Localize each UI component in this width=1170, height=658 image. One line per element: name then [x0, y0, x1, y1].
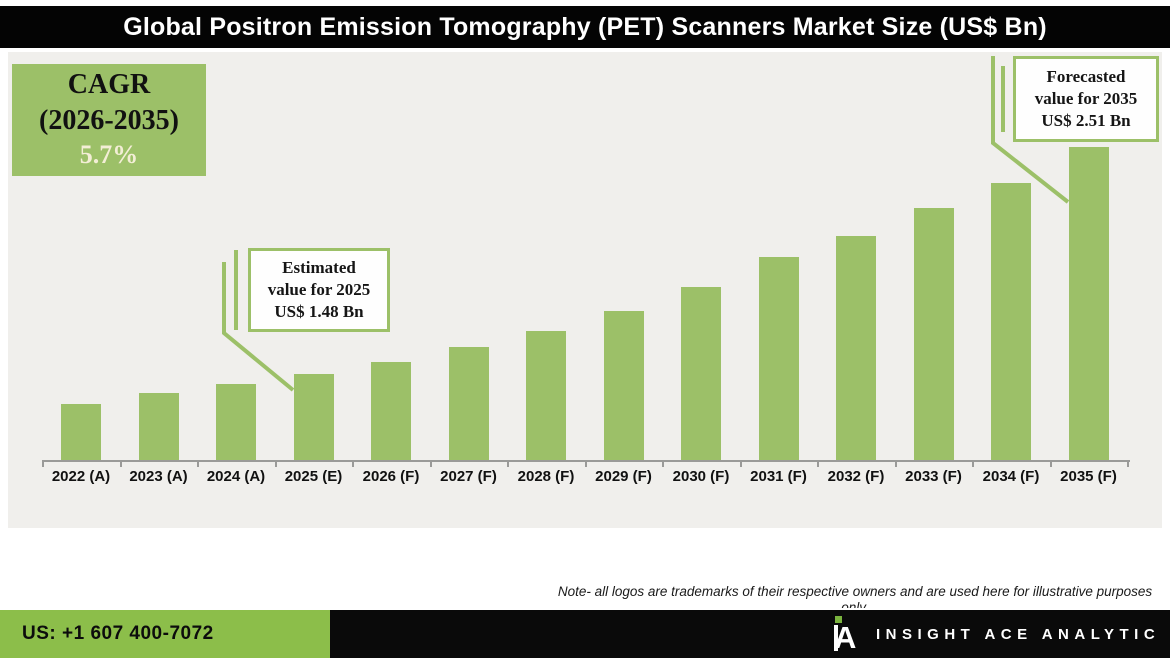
x-axis-label-2031: 2031 (F) [750, 468, 807, 485]
x-axis-label-2035: 2035 (F) [1060, 468, 1117, 485]
annotation-estimated-2025: Estimated value for 2025 US$ 1.48 Bn [248, 248, 390, 332]
x-axis-tick [429, 462, 432, 467]
x-axis-label-2032: 2032 (F) [827, 468, 885, 485]
trademark-note: Note- all logos are trademarks of their … [557, 584, 1153, 608]
bar-2032 [836, 236, 876, 460]
footer-bar: US: +1 607 400-7072 A INSIGHT ACE ANALYT… [0, 610, 1170, 658]
cagr-period: (2026-2035) [39, 105, 179, 136]
x-axis-label-2023: 2023 (A) [129, 468, 188, 485]
x-axis-tick [584, 462, 587, 467]
x-axis-tick [662, 462, 665, 467]
x-axis-tick [739, 462, 742, 467]
bar-2033 [913, 208, 954, 460]
x-axis-tick [119, 462, 122, 467]
bar-2028 [526, 331, 566, 460]
bar-2035 [1068, 147, 1109, 460]
x-axis-tick [274, 462, 277, 467]
x-axis-label-2025: 2025 (E) [284, 468, 343, 485]
phone-box: US: +1 607 400-7072 [0, 610, 330, 658]
page-title: Global Positron Emission Tomography (PET… [123, 12, 1047, 41]
annotation-forecasted-line2: value for 2035 [1034, 89, 1138, 108]
x-axis-tick [1049, 462, 1052, 467]
x-axis-label-2024: 2024 (A) [206, 468, 266, 485]
bar-2025 [293, 374, 334, 460]
annotation-forecasted-2035: Forecasted value for 2035 US$ 2.51 Bn [1013, 56, 1159, 142]
x-axis-label-2034: 2034 (F) [982, 468, 1040, 485]
title-bar: Global Positron Emission Tomography (PET… [0, 6, 1170, 48]
market-contributors-band: Market Contributors: SIEMENS Healthineer… [0, 528, 1170, 610]
annotation-forecasted-value: US$ 2.51 Bn [1041, 111, 1131, 130]
x-axis-label-2026: 2026 (F) [362, 468, 420, 485]
x-axis-label-2022: 2022 (A) [51, 468, 111, 485]
x-axis-label-2027: 2027 (F) [440, 468, 497, 485]
logo-a-glyph: A [834, 620, 857, 655]
x-axis-label-2033: 2033 (F) [905, 468, 962, 485]
brand-block: A INSIGHT ACE ANALYTIC [828, 610, 1160, 658]
x-axis-tick [42, 462, 45, 467]
x-axis-label-2028: 2028 (F) [517, 468, 575, 485]
x-axis-label-2030: 2030 (F) [672, 468, 730, 485]
cagr-box: CAGR (2026-2035) 5.7% [12, 64, 206, 176]
x-axis-tick [507, 462, 510, 467]
phone-number: US: +1 607 400-7072 [22, 623, 214, 644]
logo-green-dot [835, 616, 842, 623]
bar-2030 [681, 287, 721, 460]
cagr-value: 5.7% [79, 140, 139, 169]
logo-stem [834, 625, 838, 651]
bar-2022 [61, 404, 101, 460]
chart-panel: CAGR (2026-2035) 5.7% 2022 (A) 2023 (A) 20… [8, 52, 1162, 528]
insight-ace-logo-icon: A [828, 614, 862, 655]
bar-2034 [991, 183, 1031, 460]
x-axis-tick [1127, 462, 1130, 467]
x-axis-tick [894, 462, 897, 467]
brand-name: INSIGHT ACE ANALYTIC [876, 625, 1161, 643]
cagr-label: CAGR [67, 69, 151, 100]
x-axis-tick [817, 462, 820, 467]
x-axis-line [42, 460, 1130, 462]
annotation-estimated-line1: Estimated [282, 258, 356, 277]
annotation-forecasted-line1: Forecasted [1046, 67, 1126, 86]
x-axis-tick [352, 462, 355, 467]
x-axis-tick [197, 462, 200, 467]
bar-2029 [603, 311, 644, 460]
bar-2023 [138, 393, 179, 460]
x-axis-tick [972, 462, 975, 467]
bar-2031 [758, 257, 799, 460]
bar-2024 [216, 384, 256, 460]
bar-2027 [448, 347, 489, 460]
annotation-estimated-line2: value for 2025 [267, 280, 371, 299]
bar-2026 [371, 362, 411, 460]
annotation-estimated-value: US$ 1.48 Bn [274, 302, 364, 321]
x-axis-label-2029: 2029 (F) [595, 468, 652, 485]
